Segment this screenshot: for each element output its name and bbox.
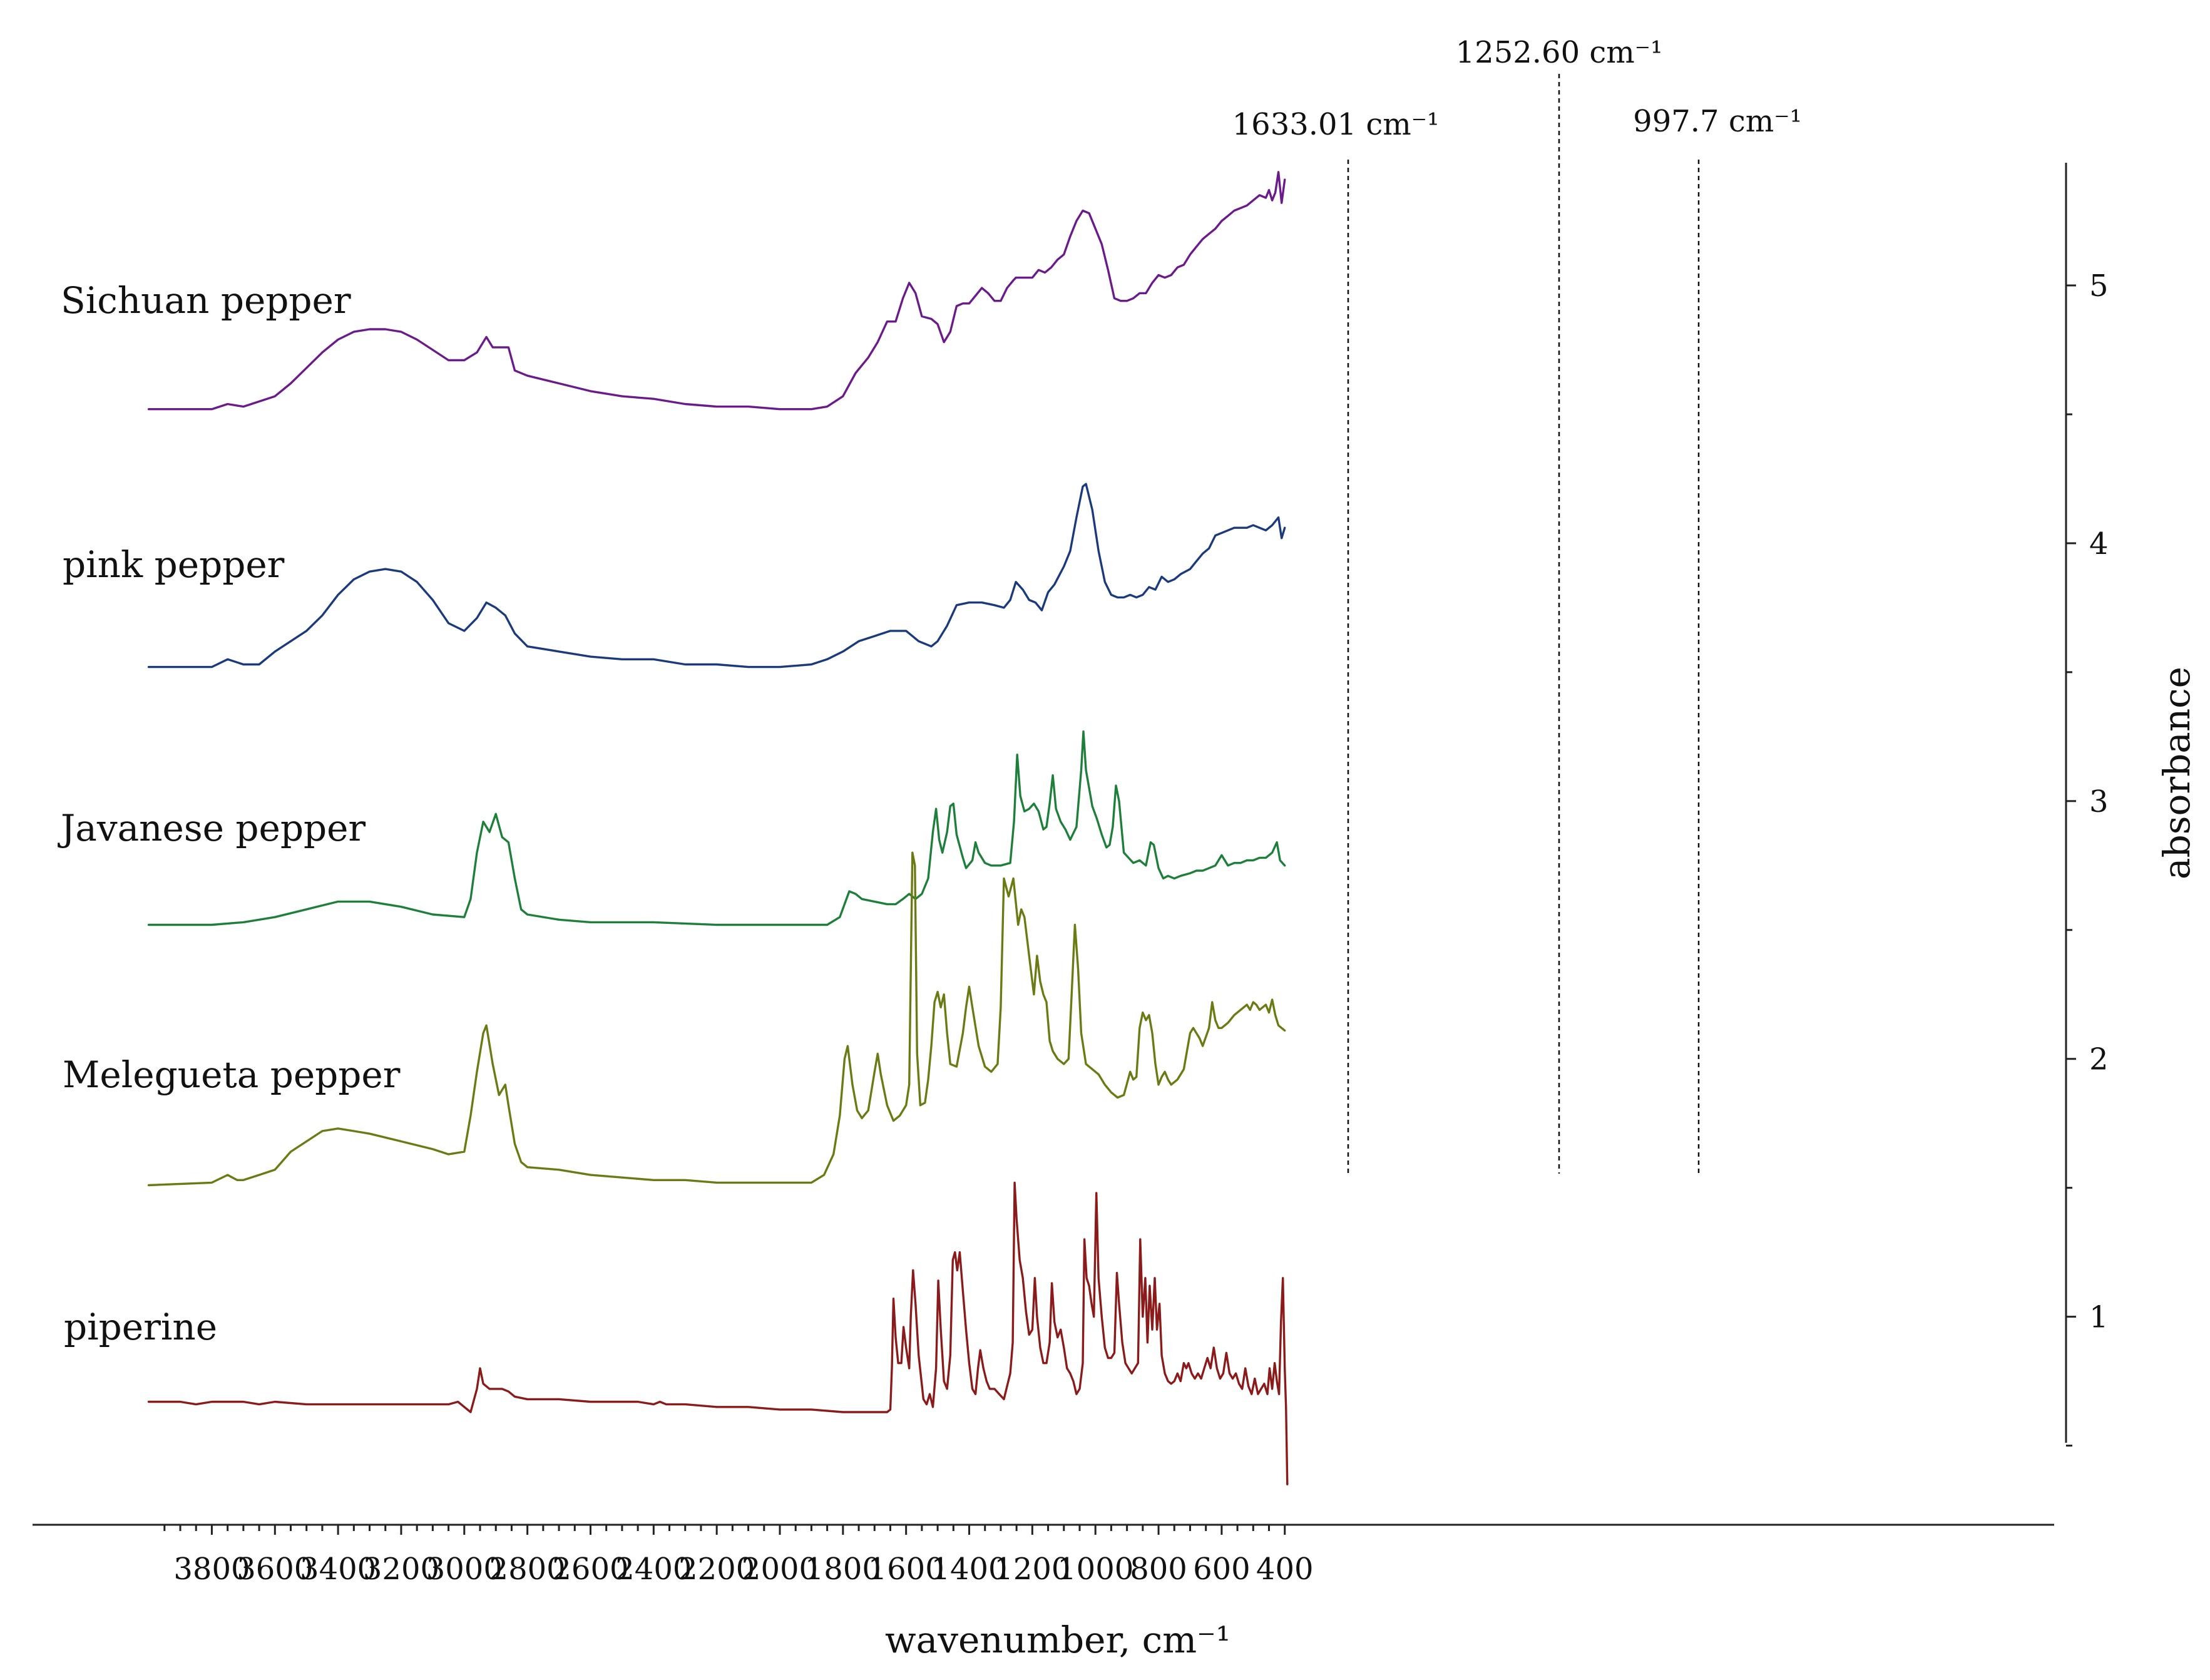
x-axis-title: wavenumber, cm⁻¹ (885, 1619, 1230, 1661)
x-tick-label: 400 (1256, 1552, 1314, 1587)
x-tick-label: 1800 (805, 1552, 881, 1587)
trace-sichuan-pepper (147, 171, 1286, 411)
trace-pink-pepper (147, 483, 1286, 668)
annotation-1633: 1633.01 cm⁻¹ (1232, 107, 1440, 142)
spectra-traces (147, 171, 1289, 1485)
x-tick-label: 1600 (868, 1552, 944, 1587)
label-melegueta-pepper: Melegueta pepper (63, 1053, 401, 1096)
trace-piperine (147, 1181, 1289, 1485)
y-axis-ticks: 1 2 3 4 5 (2066, 269, 2109, 1447)
annotation-997: 997.7 cm⁻¹ (1633, 104, 1802, 139)
x-tick-label: 600 (1193, 1552, 1251, 1587)
y-tick-label: 5 (2089, 269, 2109, 304)
y-tick-label: 1 (2089, 1300, 2109, 1335)
x-tick-label: 1400 (931, 1552, 1007, 1587)
x-tick-label: 2000 (742, 1552, 818, 1587)
label-sichuan-pepper: Sichuan pepper (61, 279, 351, 322)
x-tick-label: 1000 (1057, 1552, 1133, 1587)
x-tick-label: 1200 (994, 1552, 1070, 1587)
reference-lines (1347, 74, 1700, 1174)
x-tick-label: 2600 (552, 1552, 628, 1587)
annotation-1252: 1252.60 cm⁻¹ (1456, 35, 1663, 70)
x-tick-label: 3800 (173, 1552, 250, 1587)
annotation-labels: 1633.01 cm⁻¹ 1252.60 cm⁻¹ 997.7 cm⁻¹ (1232, 35, 1802, 142)
x-tick-label: 2800 (489, 1552, 566, 1587)
x-tick-label: 2400 (615, 1552, 692, 1587)
y-axis-title: absorbance (2156, 667, 2198, 879)
series-labels: Sichuan pepper pink pepper Javanese pepp… (58, 279, 401, 1348)
y-tick-label: 2 (2089, 1042, 2109, 1077)
x-tick-label: 3200 (363, 1552, 439, 1587)
label-javanese-pepper: Javanese pepper (58, 807, 366, 849)
y-axis: 1 2 3 4 5 absorbance (2065, 163, 2198, 1447)
x-tick-label: 3400 (300, 1552, 376, 1587)
x-tick-label: 2200 (678, 1552, 755, 1587)
x-axis: 3800360034003200300028002600240022002000… (33, 1524, 2054, 1661)
trace-javanese-pepper (147, 730, 1286, 926)
y-tick-label: 3 (2089, 784, 2109, 819)
x-tick-label: 800 (1130, 1552, 1187, 1587)
y-tick-label: 4 (2089, 526, 2109, 561)
x-tick-label: 3600 (237, 1552, 313, 1587)
x-tick-label: 3000 (426, 1552, 503, 1587)
label-piperine: piperine (64, 1306, 217, 1348)
trace-melegueta-pepper (147, 851, 1286, 1187)
label-pink-pepper: pink pepper (63, 543, 285, 586)
x-axis-ticks: 3800360034003200300028002600240022002000… (163, 1525, 1314, 1587)
